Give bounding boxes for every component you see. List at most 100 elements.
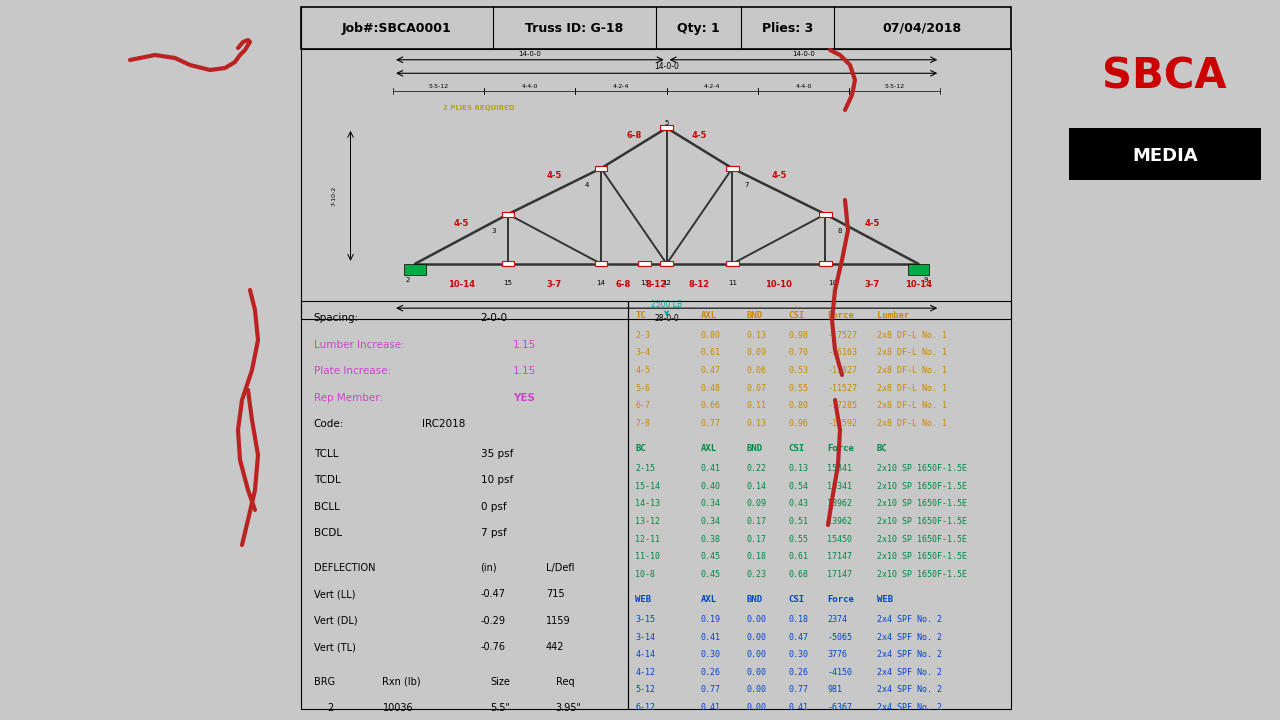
Text: 15-14: 15-14 — [635, 482, 660, 490]
Text: 2-3: 2-3 — [635, 330, 650, 340]
Text: Qty: 1: Qty: 1 — [677, 22, 719, 35]
Text: 0.00: 0.00 — [746, 668, 767, 677]
Text: 4-2-4: 4-2-4 — [704, 84, 721, 89]
Text: -19592: -19592 — [827, 419, 858, 428]
Text: 2x8 DF-L No. 1: 2x8 DF-L No. 1 — [877, 401, 947, 410]
Text: 0.55: 0.55 — [788, 384, 809, 392]
Text: 14-0-0: 14-0-0 — [792, 51, 815, 57]
Text: 0.00: 0.00 — [746, 685, 767, 695]
Text: Plate Increase:: Plate Increase: — [314, 366, 390, 377]
Text: 10-10: 10-10 — [765, 280, 792, 289]
Text: 07/04/2018: 07/04/2018 — [883, 22, 963, 35]
Text: 2x8 DF-L No. 1: 2x8 DF-L No. 1 — [877, 330, 947, 340]
Text: 13-12: 13-12 — [635, 517, 660, 526]
Text: 0.00: 0.00 — [746, 615, 767, 624]
Text: 17147: 17147 — [827, 570, 852, 579]
Text: -5065: -5065 — [827, 633, 852, 642]
Text: 0.80: 0.80 — [788, 401, 809, 410]
Text: 0.34: 0.34 — [700, 517, 721, 526]
Text: 0.68: 0.68 — [788, 570, 809, 579]
Text: 8-12: 8-12 — [689, 280, 710, 289]
Text: 0.45: 0.45 — [700, 552, 721, 561]
Text: 0.98: 0.98 — [788, 330, 809, 340]
Text: 0.00: 0.00 — [746, 650, 767, 660]
Text: 10: 10 — [828, 280, 837, 286]
Text: 0.17: 0.17 — [746, 517, 767, 526]
Text: WEB: WEB — [877, 595, 893, 604]
Text: 11: 11 — [728, 280, 737, 286]
Text: 12: 12 — [662, 280, 671, 286]
Text: 0.00: 0.00 — [746, 633, 767, 642]
Text: TCLL: TCLL — [314, 449, 338, 459]
Text: 0.77: 0.77 — [700, 419, 721, 428]
Text: 0.47: 0.47 — [700, 366, 721, 375]
Text: 0.96: 0.96 — [788, 419, 809, 428]
Text: 0.30: 0.30 — [700, 650, 721, 660]
Text: 14: 14 — [596, 280, 605, 286]
Text: 14-0-0: 14-0-0 — [518, 51, 541, 57]
Text: 0.06: 0.06 — [746, 366, 767, 375]
Text: 981: 981 — [827, 685, 842, 695]
Text: 2-0-0: 2-0-0 — [480, 313, 508, 323]
Text: -4150: -4150 — [827, 668, 852, 677]
Text: Vert (LL): Vert (LL) — [314, 589, 356, 599]
Text: 0.48: 0.48 — [700, 384, 721, 392]
Text: 7-8: 7-8 — [635, 419, 650, 428]
Text: 0.18: 0.18 — [746, 552, 767, 561]
Text: 0.53: 0.53 — [788, 366, 809, 375]
Text: 2x10 SP 1650F-1.5E: 2x10 SP 1650F-1.5E — [877, 552, 966, 561]
Text: 35 psf: 35 psf — [480, 449, 513, 459]
Bar — [639, 261, 652, 266]
Text: 0.17: 0.17 — [746, 534, 767, 544]
Text: 0.13: 0.13 — [746, 419, 767, 428]
Text: 3-7: 3-7 — [547, 280, 562, 289]
Text: 2: 2 — [326, 703, 333, 714]
Text: 15341: 15341 — [827, 464, 852, 473]
Text: 0 psf: 0 psf — [480, 502, 506, 512]
Text: 0.61: 0.61 — [700, 348, 721, 357]
Text: 2500 LB: 2500 LB — [652, 300, 682, 315]
Text: 0.07: 0.07 — [746, 384, 767, 392]
Text: 10036: 10036 — [383, 703, 413, 714]
Text: 442: 442 — [545, 642, 564, 652]
Text: Req: Req — [556, 677, 575, 687]
Text: 3776: 3776 — [827, 650, 847, 660]
Text: 13962: 13962 — [827, 499, 852, 508]
Text: Truss ID: G-18: Truss ID: G-18 — [525, 22, 623, 35]
Text: 6-8: 6-8 — [616, 280, 631, 289]
Text: AXL: AXL — [700, 311, 717, 320]
Text: 4-5: 4-5 — [635, 366, 650, 375]
Text: 2x8 DF-L No. 1: 2x8 DF-L No. 1 — [877, 348, 947, 357]
Text: 2x10 SP 1650F-1.5E: 2x10 SP 1650F-1.5E — [877, 464, 966, 473]
Text: 0.30: 0.30 — [788, 650, 809, 660]
Text: 6-12: 6-12 — [635, 703, 655, 712]
Text: 2x10 SP 1650F-1.5E: 2x10 SP 1650F-1.5E — [877, 570, 966, 579]
Text: 0.09: 0.09 — [746, 348, 767, 357]
Bar — [502, 212, 515, 217]
Text: 0.43: 0.43 — [788, 499, 809, 508]
Text: 10-8: 10-8 — [635, 570, 655, 579]
Text: 0.55: 0.55 — [788, 534, 809, 544]
Text: 10 psf: 10 psf — [480, 475, 513, 485]
Text: 1.15: 1.15 — [513, 366, 536, 377]
Text: -16163: -16163 — [827, 348, 858, 357]
Text: 4: 4 — [585, 182, 589, 188]
Text: 4-14: 4-14 — [635, 650, 655, 660]
Text: BC: BC — [635, 444, 646, 454]
Text: Force: Force — [827, 311, 854, 320]
Text: 2x10 SP 1650F-1.5E: 2x10 SP 1650F-1.5E — [877, 499, 966, 508]
Text: BND: BND — [746, 311, 763, 320]
Text: 5-5-12: 5-5-12 — [429, 84, 449, 89]
Text: 0.41: 0.41 — [700, 703, 721, 712]
Text: 4-5: 4-5 — [691, 131, 707, 140]
Text: TC: TC — [635, 311, 646, 320]
Bar — [595, 261, 608, 266]
Bar — [819, 212, 832, 217]
Bar — [660, 261, 673, 266]
Text: Lumber Increase:: Lumber Increase: — [314, 340, 404, 350]
Text: 6-7: 6-7 — [635, 401, 650, 410]
Text: AXL: AXL — [700, 595, 717, 604]
Text: TCDL: TCDL — [314, 475, 340, 485]
Text: 4-12: 4-12 — [635, 668, 655, 677]
Text: 0.14: 0.14 — [746, 482, 767, 490]
